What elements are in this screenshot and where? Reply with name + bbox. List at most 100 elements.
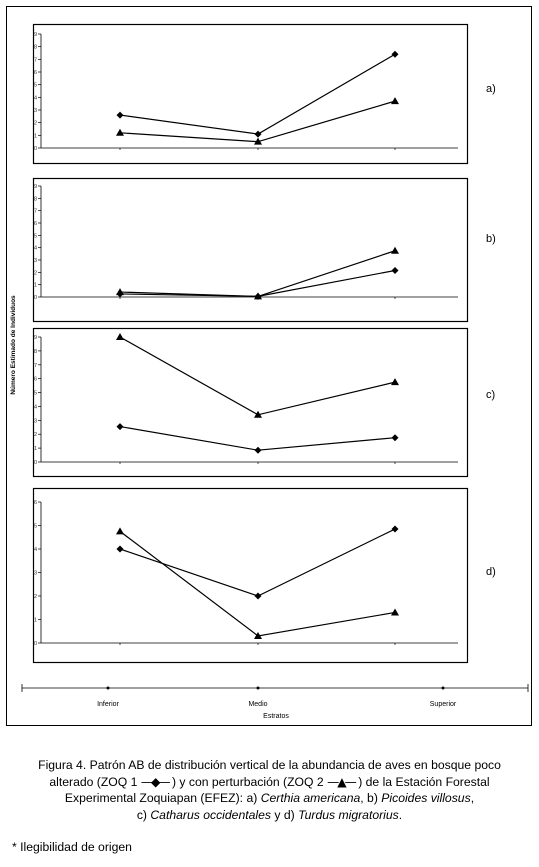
data-point-triangle [116,128,124,136]
y-tick-label: 0 [34,146,37,152]
species-b: Picoides villosus [381,791,471,805]
y-tick-label: 8 [34,196,37,202]
category-tick [256,686,260,690]
zoq2-legend-symbol: —▲— [327,774,357,789]
y-tick-label: 4 [34,246,37,252]
data-point-triangle [254,292,262,300]
panel-frame [32,327,469,478]
panel-frame [32,23,469,165]
y-tick-label: 2 [34,432,37,438]
figure: Número Estimado de Individuos 0 1 2 3 4 5 6 7 8 9… [6,6,532,726]
data-point-triangle [391,246,399,254]
series-line-diamond [119,269,396,297]
y-tick-label: 3 [34,571,37,577]
caption-line-1: Figura 4. Patrón AB de distribución vert… [38,758,501,772]
x-axis-label: Estratos [263,713,289,720]
y-tick-label: 2 [34,121,37,127]
panels: 0 1 2 3 4 5 6 7 8 9 0 1 2 3 4 5 6 7 8 9 0 1 2 3 4 5 6 7 8 9 0 1 2 3 4 5 6 [32,23,469,664]
category-label: Inferior [97,701,119,708]
data-point-triangle [391,608,399,616]
panel-frame [32,487,469,664]
y-tick-label: 5 [34,233,37,239]
y-tick-label: 7 [34,363,37,369]
panel-c: 0 1 2 3 4 5 6 7 8 9 [32,327,469,478]
panel-a: 0 1 2 3 4 5 6 7 8 9 [32,23,469,165]
y-tick-label: 1 [34,446,37,452]
category-label: Superior [430,701,457,708]
y-tick-label: 4 [34,547,37,553]
panel-label: c) [486,389,495,401]
data-point-diamond [254,446,262,454]
outer-frame [6,6,532,726]
y-tick-label: 2 [34,270,37,276]
y-axis-label: Número Estimado de Individuos [10,295,17,395]
panel-d: 0 1 2 3 4 5 6 [32,487,469,664]
data-point-diamond [391,434,399,442]
data-point-diamond [116,423,124,431]
panel-label: b) [486,233,496,245]
y-tick-label: 5 [34,524,37,530]
y-tick-label: 6 [34,500,37,506]
category-tick [441,686,445,690]
series-line-triangle [119,336,396,416]
zoq1-legend-symbol: —◆— [140,774,171,789]
data-point-triangle [254,410,262,418]
panel-label: d) [486,566,496,578]
y-tick-label: 1 [34,283,37,289]
caption-line-3: Experimental Zoquiapan (EFEZ): a) Certhi… [64,791,475,805]
panel-label: a) [486,83,496,95]
y-tick-label: 0 [34,641,37,647]
y-tick-label: 9 [34,184,37,190]
y-tick-label: 3 [34,418,37,424]
species-c: Catharus occidentales [150,807,271,822]
y-tick-label: 4 [34,95,37,101]
data-point-diamond [254,130,262,138]
series-line-triangle [119,250,396,297]
y-tick-label: 3 [34,258,37,264]
y-tick-label: 9 [34,335,37,341]
y-tick-label: 5 [34,391,37,397]
data-point-triangle [254,137,262,145]
data-point-diamond [116,545,124,553]
species-d: Turdus migratorius [298,807,399,822]
data-point-triangle [116,333,124,340]
figure-caption: Figura 4. Patrón AB de distribución vert… [0,757,539,823]
caption-line-2: alterado (ZOQ 1 —◆— ) y con perturbación… [49,774,490,789]
data-point-diamond [116,111,124,119]
data-point-triangle [116,527,124,535]
data-point-triangle [116,288,124,296]
y-tick-label: 2 [34,594,37,600]
category-tick [106,686,110,690]
y-tick-label: 0 [34,460,37,466]
species-a: Certhia americana [260,791,361,805]
data-point-diamond [391,525,399,533]
y-tick-label: 7 [34,57,37,63]
data-point-triangle [254,631,262,639]
y-tick-label: 6 [34,70,37,76]
data-point-diamond [391,50,399,58]
series-line-triangle [119,530,396,637]
y-tick-label: 6 [34,377,37,383]
series-line-diamond [119,425,396,451]
series-line-diamond [119,53,396,135]
y-tick-label: 8 [34,45,37,51]
data-point-triangle [391,97,399,105]
data-point-diamond [254,592,262,600]
data-point-diamond [391,266,399,274]
footnote: * Ilegibilidad de origen [12,840,132,854]
y-tick-label: 1 [34,133,37,139]
y-tick-label: 1 [34,618,37,624]
y-tick-label: 7 [34,209,37,215]
caption-line-4: c) Catharus occidentales y d) Turdus mig… [136,807,403,822]
panel-b: 0 1 2 3 4 5 6 7 8 9 [32,177,469,323]
y-tick-label: 6 [34,221,37,227]
y-tick-label: 4 [34,404,37,410]
y-tick-label: 8 [34,349,37,355]
y-tick-label: 0 [34,295,37,301]
category-label: Medio [248,701,267,708]
y-tick-label: 5 [34,83,37,89]
category-axis: Inferior Medio Superior [21,684,529,708]
y-tick-label: 3 [34,108,37,114]
y-tick-label: 9 [34,32,37,38]
data-point-triangle [391,378,399,386]
